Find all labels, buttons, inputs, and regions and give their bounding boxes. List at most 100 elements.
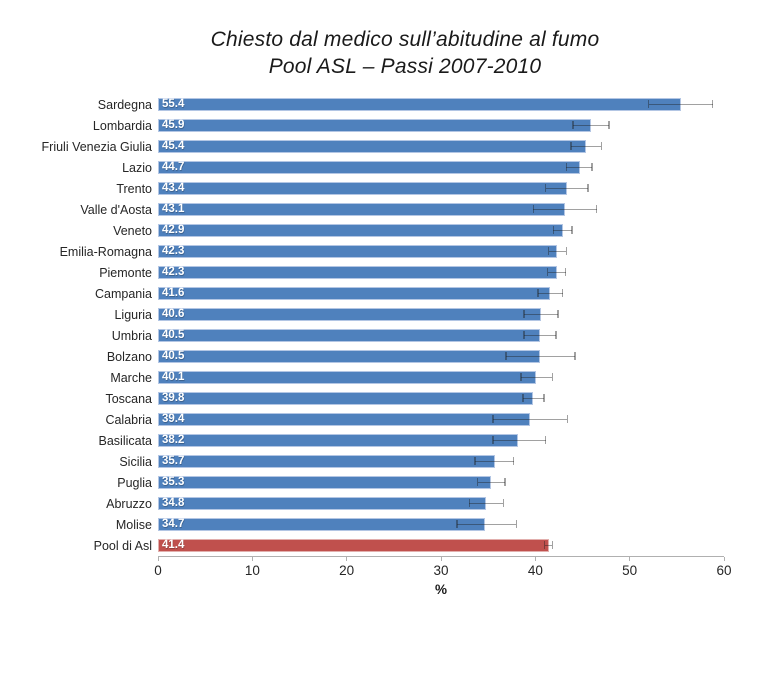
error-bar-cap-left — [520, 373, 522, 382]
bar-row: Umbria 40.5 — [38, 325, 724, 346]
error-bar-cap-left — [570, 142, 572, 151]
bar-track: 41.6 — [158, 283, 724, 304]
bar-row: Marche 40.1 — [38, 367, 724, 388]
bar-row: Puglia 35.3 — [38, 472, 724, 493]
error-bar-cap-left — [647, 100, 650, 109]
bar-value-label: 42.3 — [162, 265, 185, 278]
bar-track: 44.7 — [158, 157, 724, 178]
error-bar-cap-right — [600, 142, 603, 151]
x-axis-tick-label: 40 — [527, 563, 543, 578]
error-bar — [571, 145, 602, 147]
error-bar-cap-right — [565, 247, 568, 256]
bar-track: 42.3 — [158, 241, 724, 262]
bar — [158, 286, 551, 300]
bar-value-label: 35.7 — [162, 454, 185, 467]
bar-row: Toscana 39.8 — [38, 388, 724, 409]
bar — [158, 223, 563, 237]
error-bar-cap-left — [537, 289, 539, 298]
category-label: Valle d'Aosta — [80, 202, 152, 217]
bar-row: Sicilia 35.7 — [38, 451, 724, 472]
x-axis-tick-label: 60 — [716, 563, 732, 578]
bar-track: 39.4 — [158, 409, 724, 430]
error-bar-cap-left — [546, 268, 549, 277]
bar — [158, 181, 568, 195]
x-axis-tick — [157, 557, 159, 561]
category-label: Calabria — [105, 412, 152, 427]
error-bar-cap-right — [543, 394, 545, 403]
category-label: Bolzano — [106, 349, 152, 364]
bar-track: 34.8 — [158, 493, 724, 514]
error-bar — [545, 187, 589, 189]
error-bar-cap-right — [557, 310, 559, 319]
bar — [158, 307, 541, 321]
bar-value-label: 39.4 — [162, 412, 185, 425]
bar-value-label: 45.9 — [162, 118, 185, 131]
error-bar-cap-right — [574, 352, 576, 361]
category-label: Liguria — [114, 307, 152, 322]
bar — [158, 265, 558, 279]
error-bar-cap-left — [547, 247, 550, 256]
error-bar-cap-left — [572, 121, 574, 130]
bar-row: Abruzzo 34.8 — [38, 493, 724, 514]
bar-track: 40.1 — [158, 367, 724, 388]
error-bar — [523, 397, 544, 399]
x-axis-tick — [346, 557, 348, 561]
bar-row: Campania 41.6 — [38, 283, 724, 304]
error-bar — [553, 229, 573, 231]
bar-track: 43.4 — [158, 178, 724, 199]
error-bar — [492, 439, 546, 441]
bar — [158, 349, 541, 363]
bar — [158, 517, 486, 531]
bar-value-label: 40.5 — [162, 328, 185, 341]
bar-row: Molise 34.7 — [38, 514, 724, 535]
bar-value-label: 43.1 — [162, 202, 185, 215]
error-bar — [474, 460, 514, 462]
bar-row: Emilia-Romagna 42.3 — [38, 241, 724, 262]
category-label: Sardegna — [97, 97, 152, 112]
bar-row: Basilicata 38.2 — [38, 430, 724, 451]
bar — [158, 202, 565, 216]
error-bar-cap-left — [468, 499, 470, 508]
bar-value-label: 38.2 — [162, 433, 185, 446]
category-label: Veneto — [113, 223, 152, 238]
bar-track: 42.3 — [158, 262, 724, 283]
error-bar-cap-left — [492, 415, 494, 424]
category-label: Marche — [110, 370, 152, 385]
bar-chart: Sardegna 55.4 Lombardia 45.9 Friuli Venezia … — [38, 94, 732, 597]
error-bar-cap-right — [564, 268, 567, 277]
error-bar — [544, 544, 553, 546]
bar-track: 43.1 — [158, 199, 724, 220]
category-label: Basilicata — [98, 433, 153, 448]
error-bar-cap-right — [587, 184, 589, 193]
pool-highlight-bar — [158, 538, 549, 552]
chart-title-line1: Chiesto dal medico sull’abitudine al fum… — [210, 28, 600, 51]
category-label: Molise — [115, 517, 152, 532]
error-bar-cap-left — [456, 520, 458, 529]
bar-track: 40.5 — [158, 346, 724, 367]
bar-row: Friuli Venezia Giulia 45.4 — [38, 136, 724, 157]
bar — [158, 412, 530, 426]
bar-track: 38.2 — [158, 430, 724, 451]
error-bar-cap-right — [515, 520, 518, 529]
x-axis-tick-labels: 0 10 20 30 40 50 60 — [154, 562, 731, 580]
category-label: Friuli Venezia Giulia — [41, 139, 152, 154]
bar — [158, 391, 534, 405]
bar — [158, 433, 519, 447]
error-bar-cap-left — [505, 352, 507, 361]
bar-track: 41.4 — [158, 535, 724, 556]
bar-row: Sardegna 55.4 — [38, 94, 724, 115]
x-axis-tick-label: 0 — [154, 563, 162, 578]
bar-value-label: 44.7 — [162, 160, 185, 173]
error-bar-cap-left — [523, 310, 525, 319]
bar — [158, 328, 541, 342]
bar-track: 35.3 — [158, 472, 724, 493]
bar-value-label: 42.3 — [162, 244, 185, 257]
error-bar-cap-right — [502, 499, 504, 508]
bar-row: Trento 43.4 — [38, 178, 724, 199]
error-bar-cap-right — [591, 163, 593, 172]
error-bar-cap-right — [512, 457, 515, 466]
bar-row: Bolzano 40.5 — [38, 346, 724, 367]
bar-value-label: 55.4 — [162, 97, 185, 110]
bar-row: Liguria 40.6 — [38, 304, 724, 325]
category-label: Emilia-Romagna — [59, 244, 152, 259]
